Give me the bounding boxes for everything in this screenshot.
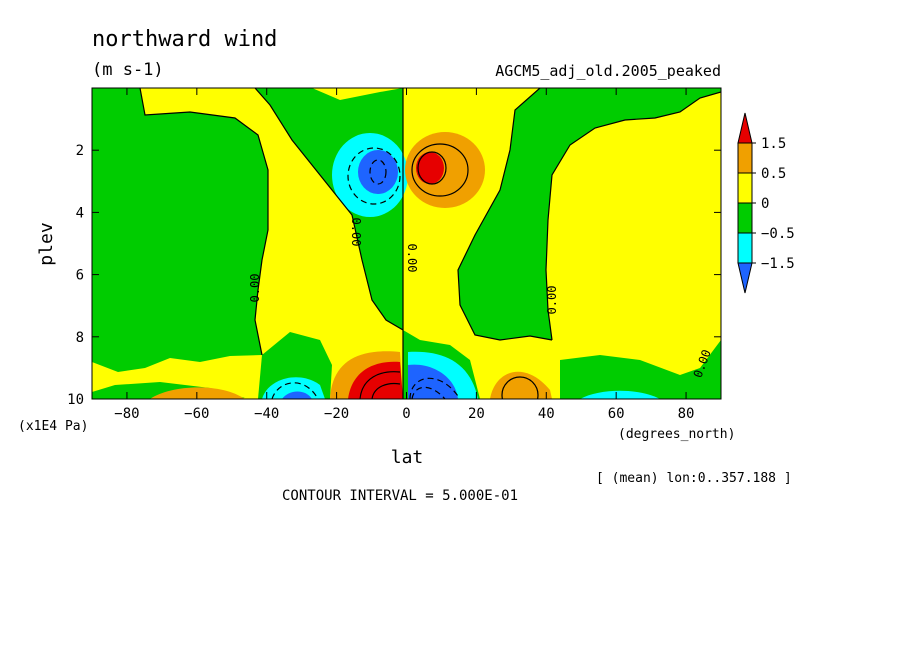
x-axis-title: lat xyxy=(391,447,424,468)
y-tick-label: 4 xyxy=(76,205,84,221)
contour-upper-neg xyxy=(347,147,401,205)
y-tick-label: 6 xyxy=(76,268,84,284)
contour-upper-pos-inner xyxy=(417,151,447,185)
dataset-label: AGCM5_adj_old.2005_peaked xyxy=(495,62,721,80)
green-region-bottom-right xyxy=(560,340,721,399)
blue-cell-lower-nh xyxy=(408,364,458,399)
y-tick-label: 10 xyxy=(67,392,84,408)
x-tick-label: 80 xyxy=(678,406,695,422)
blue-cell-upper xyxy=(358,150,398,194)
x-unit-label: (degrees_north) xyxy=(618,427,735,442)
zero-contour-right xyxy=(545,91,721,341)
y-axis: 2 4 6 8 10 xyxy=(67,143,721,408)
colorbar-label: 1.5 xyxy=(761,136,786,152)
x-tick-label: −60 xyxy=(184,406,209,422)
orange-cell-lower-nh xyxy=(490,371,552,399)
x-tick-label: 20 xyxy=(468,406,485,422)
x-axis: −80 −60 −40 −20 0 20 40 60 80 xyxy=(114,88,694,422)
colorbar-label: 0 xyxy=(761,196,769,212)
colorbar-label: 0.5 xyxy=(761,166,786,182)
contour-lower-sh-pos-1 xyxy=(359,371,401,399)
colorbar-arrow-top xyxy=(737,112,753,144)
blue-cell-lower-sh xyxy=(282,391,312,399)
contour-lower-sh-pos-2 xyxy=(371,382,401,399)
chart-title: northward wind xyxy=(92,27,277,52)
x-tick-label: 40 xyxy=(538,406,555,422)
colorbar-label: −0.5 xyxy=(761,226,795,242)
x-tick-label: −40 xyxy=(254,406,279,422)
colorbar-label: −1.5 xyxy=(761,256,795,272)
y-axis-title: plev xyxy=(36,222,57,265)
colorbar: 1.5 0.5 0 −0.5 −1.5 xyxy=(737,112,795,294)
contour-upper-pos xyxy=(411,143,469,197)
zero-contour-center-left xyxy=(254,88,404,331)
contour-label-3: 0.00 xyxy=(405,244,419,273)
contour-label-2: 0.00 xyxy=(349,218,363,247)
cyan-cell-lower-sh xyxy=(262,377,325,399)
cyan-cell-lower-far-nh xyxy=(580,390,660,399)
contour-upper-neg-inner xyxy=(369,159,387,185)
y-tick-label: 2 xyxy=(76,143,84,159)
y-tick-label: 8 xyxy=(76,330,84,346)
x-tick-label: 60 xyxy=(608,406,625,422)
contour-field: 0.00 0.00 0.00 0.00 0.00 xyxy=(92,88,721,399)
red-cell-upper xyxy=(416,152,444,184)
chart-units: (m s-1) xyxy=(92,60,164,80)
orange-cell-upper xyxy=(405,132,485,208)
contour-lower-nh-pos xyxy=(501,376,539,399)
x-tick-label: 0 xyxy=(402,406,410,422)
zero-contour-center-right xyxy=(457,88,553,341)
contour-lines xyxy=(139,88,721,399)
colorbar-segment xyxy=(737,232,753,264)
negative-contours xyxy=(271,147,461,399)
x-tick-label: −20 xyxy=(324,406,349,422)
colorbar-segment xyxy=(737,202,753,234)
contour-lower-sh-neg xyxy=(271,382,319,399)
zero-contour-left xyxy=(139,88,269,356)
contour-interval-note: CONTOUR INTERVAL = 5.000E-01 xyxy=(282,488,518,504)
contour-label-1: 0.00 xyxy=(248,274,262,303)
orange-cell-lower-far-sh xyxy=(150,387,245,399)
green-region-left xyxy=(92,88,268,372)
y-unit-label: (x1E4 Pa) xyxy=(18,419,88,434)
colorbar-segment xyxy=(737,142,753,174)
colorbar-segment xyxy=(737,172,753,204)
green-region-right xyxy=(458,88,721,340)
contour-lower-nh-neg-2 xyxy=(411,386,446,399)
mean-note: [ (mean) lon:0..357.188 ] xyxy=(596,471,792,486)
x-tick-label: −80 xyxy=(114,406,139,422)
contour-label-4: 0.00 xyxy=(545,286,559,315)
colorbar-arrow-bottom xyxy=(737,262,753,294)
